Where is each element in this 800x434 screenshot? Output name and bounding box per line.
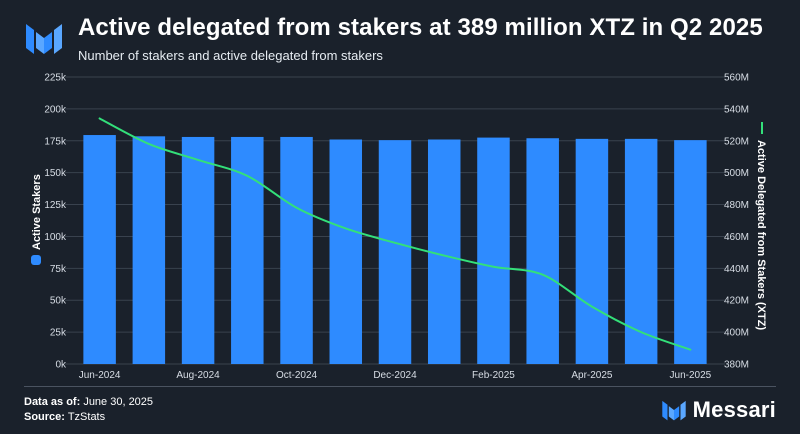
chart-title: Active delegated from stakers at 389 mil… <box>78 14 763 41</box>
as-of-label: Data as of: <box>24 396 81 408</box>
footer-divider <box>24 386 776 387</box>
right-axis-ticks: 380M 400M 420M 440M 460M 480M 500M 520M 540M 560M <box>724 73 749 371</box>
right-tick-label: 480M <box>724 200 749 211</box>
right-tick-label: 500M <box>724 168 749 179</box>
brand-lockup: Messari <box>661 396 776 424</box>
bar <box>674 140 707 364</box>
line-point <box>344 227 347 230</box>
messari-brand-icon <box>661 400 686 421</box>
x-tick-label: Dec-2024 <box>373 370 417 381</box>
right-tick-label: 520M <box>724 136 749 147</box>
x-tick-label: Oct-2024 <box>276 370 318 381</box>
left-legend: Active Stakers <box>31 174 43 265</box>
right-tick-label: 440M <box>724 264 749 275</box>
left-tick-label: 100k <box>44 232 67 243</box>
footer-source: Source: TzStats <box>24 411 105 423</box>
bar <box>280 136 313 364</box>
left-tick-label: 150k <box>44 168 67 179</box>
line-point <box>443 254 446 257</box>
bar <box>132 136 166 364</box>
left-axis-ticks: 0k 25k 50k 75k 100k 125k 150k 175k 200k 225k <box>44 73 67 371</box>
line-point <box>492 265 495 268</box>
bar <box>477 137 510 364</box>
right-tick-label: 400M <box>724 328 749 339</box>
line-series <box>98 117 692 351</box>
line-point <box>394 242 396 244</box>
x-axis-ticks: Jun-2024 Aug-2024 Oct-2024 Dec-2024 Feb-2025… <box>79 370 712 381</box>
bar <box>575 138 609 364</box>
line-point <box>148 143 150 145</box>
x-tick-label: Apr-2025 <box>571 370 613 381</box>
x-tick-label: Jun-2025 <box>670 370 712 381</box>
left-tick-label: 200k <box>44 104 67 115</box>
bar <box>329 139 363 364</box>
line-point <box>197 159 199 161</box>
line-point <box>689 348 692 351</box>
right-axis-title: Active Delegated from Stakers (XTZ) <box>755 140 767 330</box>
right-tick-label: 540M <box>724 104 749 115</box>
left-tick-label: 25k <box>50 328 67 339</box>
line-point <box>541 273 544 276</box>
line-point <box>246 175 249 177</box>
right-tick-label: 560M <box>724 73 749 84</box>
left-tick-label: 175k <box>44 136 67 147</box>
left-axis-title: Active Stakers <box>31 174 43 250</box>
bars-series <box>83 135 707 364</box>
right-tick-label: 420M <box>724 296 749 307</box>
chart-subtitle: Number of stakers and active delegated f… <box>78 48 383 63</box>
right-legend: Active Delegated from Stakers (XTZ) <box>755 122 767 330</box>
line-point <box>640 331 642 333</box>
line-point <box>591 305 593 308</box>
left-tick-label: 75k <box>50 264 67 275</box>
left-legend-swatch <box>31 255 41 265</box>
left-tick-label: 225k <box>44 73 67 84</box>
source-value: TzStats <box>67 411 106 423</box>
brand-name: Messari <box>692 397 776 422</box>
as-of-value: June 30, 2025 <box>83 396 154 408</box>
bar <box>526 138 559 364</box>
footer-as-of: Data as of: June 30, 2025 <box>24 396 153 408</box>
x-tick-label: Jun-2024 <box>79 370 121 381</box>
bar <box>181 136 215 364</box>
source-label: Source: <box>24 411 65 423</box>
right-tick-label: 460M <box>724 232 749 243</box>
bar <box>427 139 461 364</box>
left-tick-label: 0k <box>55 360 67 371</box>
left-tick-label: 50k <box>50 296 67 307</box>
right-tick-label: 380M <box>724 360 749 371</box>
bar <box>624 138 658 364</box>
bar <box>83 135 116 364</box>
messari-logo-icon <box>26 24 62 54</box>
x-tick-label: Aug-2024 <box>176 370 220 381</box>
bar <box>378 140 412 364</box>
line-point <box>295 206 298 209</box>
line-point <box>98 117 101 120</box>
left-tick-label: 125k <box>44 200 67 211</box>
x-tick-label: Feb-2025 <box>472 370 515 381</box>
